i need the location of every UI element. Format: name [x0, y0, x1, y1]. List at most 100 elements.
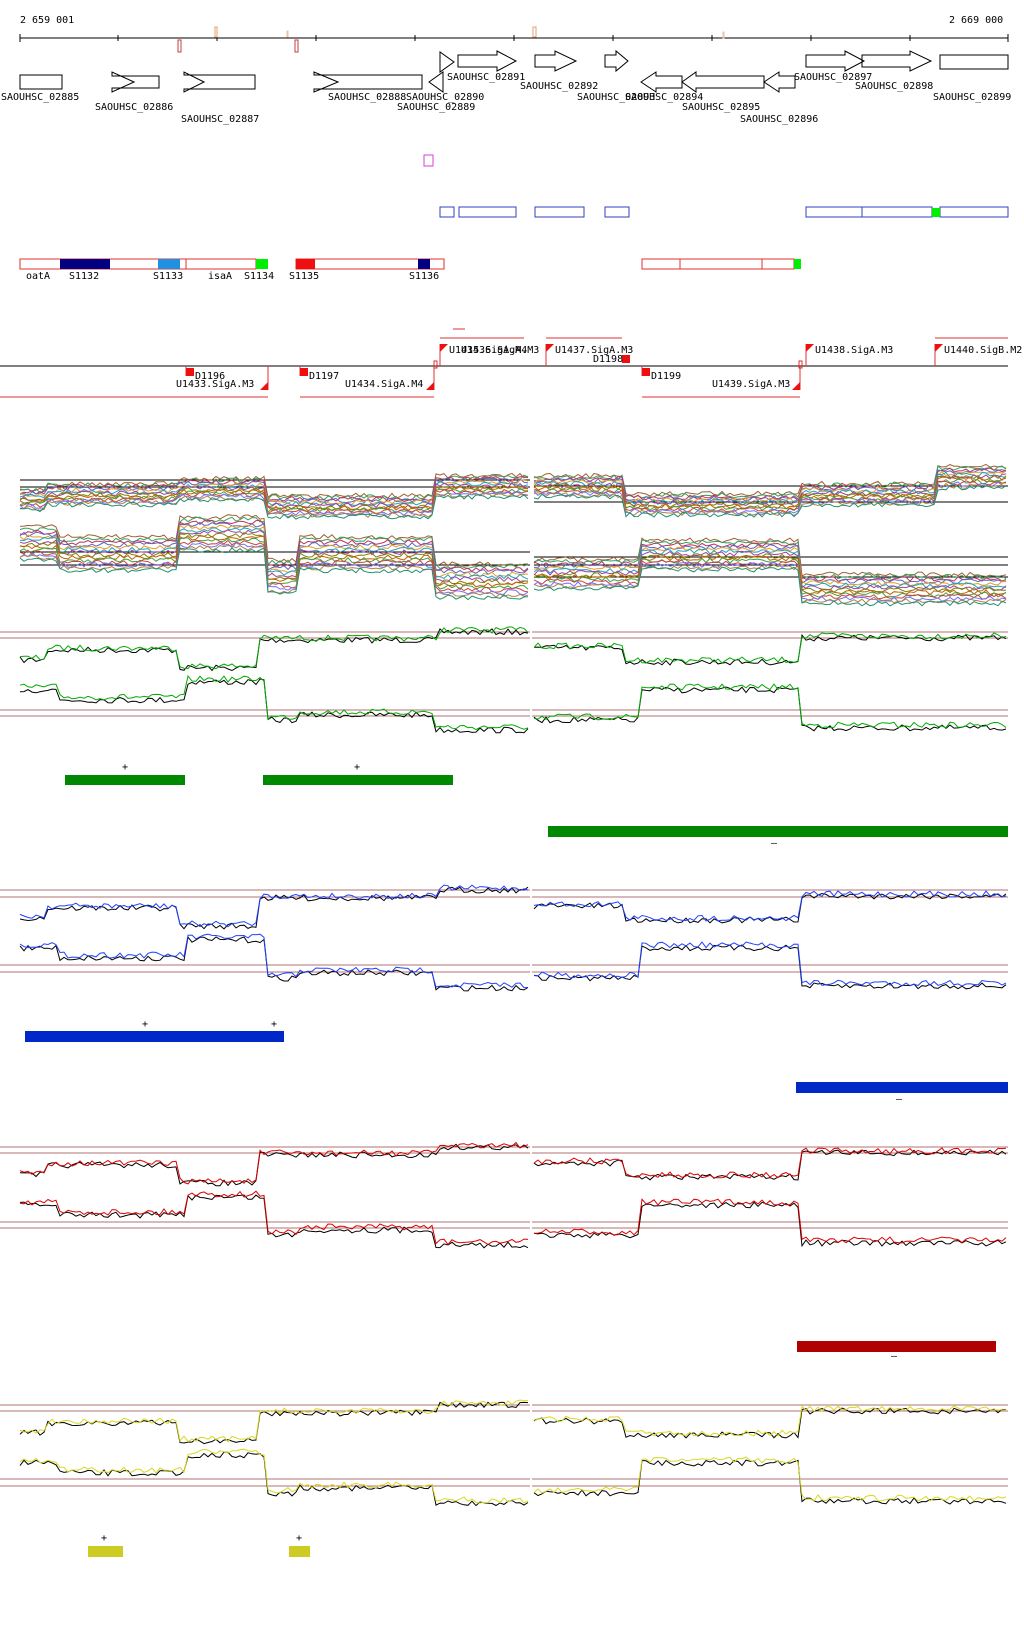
blue-panel-guides [0, 889, 1008, 973]
expression-panel-all [19, 463, 1008, 607]
strand-mark: + [122, 762, 128, 773]
trace-line [19, 886, 529, 930]
trace-line [533, 553, 1006, 594]
gene-label: SAOUHSC_02889 [397, 102, 475, 113]
segment-label: S1133 [153, 271, 183, 282]
segment-label: S1136 [409, 271, 439, 282]
gene-label: SAOUHSC_02898 [855, 81, 933, 92]
trace-line [19, 527, 529, 581]
trace-line [19, 935, 529, 992]
terminator-label: D1196 [195, 371, 225, 382]
tu-lines [0, 328, 1008, 398]
trace-line [19, 1448, 529, 1504]
trace-line [533, 1407, 1007, 1439]
gene-02896-arrow [763, 71, 796, 93]
gene-02894-arrow [640, 71, 683, 93]
coordinate-ruler: 2 659 001 2 669 000 [19, 15, 1009, 53]
expression-panel-green: + + – [0, 626, 1008, 849]
gene-02892-arrow [534, 50, 578, 72]
trace-line [533, 892, 1007, 924]
gene-label: SAOUHSC_02888 [328, 92, 406, 103]
promoter-label: U1438.SigA.M3 [815, 345, 893, 356]
gene-02899-arrow [939, 54, 1009, 70]
trace-line [533, 1459, 1007, 1505]
gene-02891-arrow [457, 50, 518, 72]
trace-line [19, 542, 529, 596]
gene-label: SAOUHSC_02896 [740, 114, 818, 125]
trace-line [533, 1147, 1007, 1179]
gene-02890-arrow [439, 51, 455, 73]
trace-line [533, 464, 1007, 499]
trace-line [533, 546, 1007, 587]
trace-line [19, 539, 529, 593]
promoter-label: U1435.SigA.M4 [449, 345, 527, 356]
trace-line [533, 548, 1007, 589]
trace-line [19, 529, 529, 583]
trace-line [533, 632, 1007, 664]
trace-line [19, 1190, 529, 1246]
trace-line [533, 686, 1007, 732]
green-plus-bar [65, 775, 185, 785]
gene-label: SAOUHSC_02892 [520, 81, 598, 92]
green-panel-guides [0, 631, 1008, 717]
segment-label: S1132 [69, 271, 99, 282]
promoter-label: U1434.SigA.M4 [345, 379, 423, 390]
gene-label: SAOUHSC_02897 [794, 72, 872, 83]
segment-label: isaA [208, 271, 232, 282]
promoter-label: U1437.SigA.M3 [555, 345, 633, 356]
trace-line [19, 537, 529, 591]
blue-feature-track [439, 206, 1009, 218]
expression-panel-yellow: + + [0, 1399, 1008, 1557]
gene-label: SAOUHSC_02893 [577, 92, 655, 103]
segment-label: oatA [26, 271, 50, 282]
trace-line [19, 674, 529, 731]
strand-mark: + [142, 1019, 148, 1030]
trace-line [533, 1198, 1007, 1244]
trace-line [19, 1194, 529, 1249]
gene-02888-arrow [313, 71, 423, 93]
gene-02885-arrow [19, 74, 63, 90]
trace-line [533, 1201, 1007, 1248]
trace-line [533, 941, 1007, 987]
gene-label: SAOUHSC_02885 [1, 92, 79, 103]
trace-line [19, 1401, 529, 1445]
ruler-markers [177, 26, 725, 53]
strand-mark: + [271, 1019, 277, 1030]
gene-label: SAOUHSC_02899 [933, 92, 1011, 103]
gene-02895-arrow [681, 71, 765, 93]
segment-track [19, 258, 801, 270]
trace-line [533, 482, 1007, 516]
gene-02897-arrow [805, 50, 866, 72]
tu-labels: U1435.SigA.M4 U1436.SigA.M3 U1437.SigA.M… [176, 345, 1022, 390]
expression-panel-blue: + + – [0, 884, 1008, 1105]
trace-line [19, 491, 529, 518]
green-minus-bar [548, 826, 1008, 837]
trace-line [533, 1149, 1007, 1181]
gene-label: SAOUHSC_02890 [406, 92, 484, 103]
trace-line [533, 467, 1007, 501]
trace-line [19, 884, 529, 928]
trace-line [533, 1405, 1007, 1437]
trace-line [19, 1399, 529, 1443]
trace-line [19, 531, 529, 586]
trace-line [19, 524, 529, 578]
red-minus-bar [797, 1341, 996, 1352]
trace-line [533, 537, 1007, 578]
trace-line [19, 628, 529, 672]
trace-line [19, 482, 529, 509]
gene-02887-arrow [183, 71, 256, 93]
trace-line [19, 521, 529, 575]
trace-line [19, 516, 529, 570]
trace-line [19, 519, 529, 573]
gene-label: SAOUHSC_02895 [682, 102, 760, 113]
trace-line [533, 633, 1007, 666]
segment-labels: oatA S1132 S1133 isaA S1134 S1135 S1136 [26, 271, 439, 282]
strand-mark: + [296, 1533, 302, 1544]
green-plus-bar [263, 775, 453, 785]
red-panel-guides [0, 1146, 1008, 1229]
trace-line [533, 471, 1007, 506]
yellow-plus-bar [88, 1546, 123, 1557]
trace-line [19, 547, 529, 601]
gene-02898-arrow [861, 50, 933, 72]
